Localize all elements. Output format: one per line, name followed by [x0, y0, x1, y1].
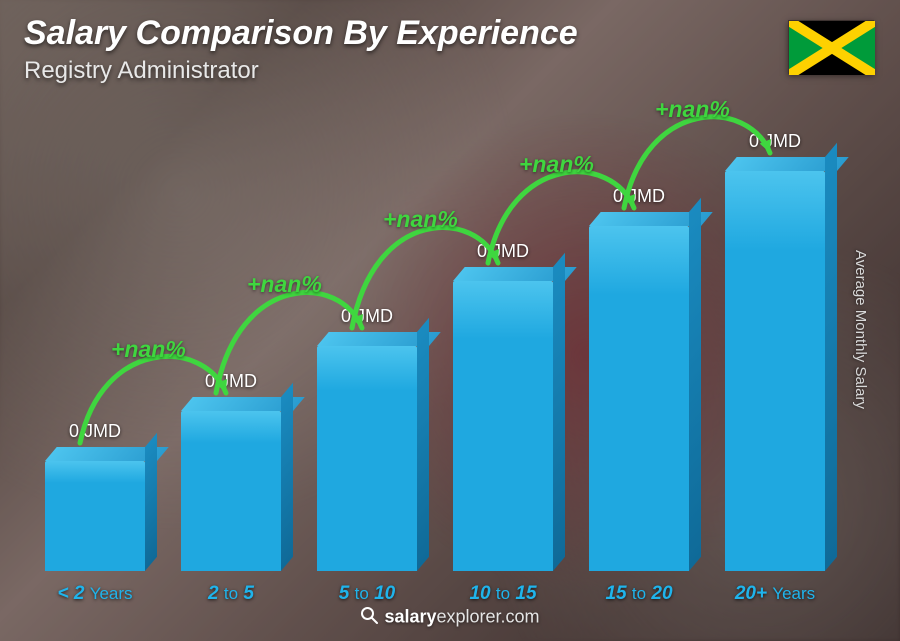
- stage: Salary Comparison By Experience Registry…: [0, 0, 900, 641]
- bar-value-label: 0 JMD: [477, 241, 529, 262]
- bar-column: 0 JMD20+ Years: [710, 171, 840, 571]
- bar-category-label: 5 to 10: [339, 583, 395, 605]
- bar: 0 JMD: [725, 171, 825, 571]
- bar: 0 JMD: [589, 226, 689, 571]
- footer-brand-bold: salary: [384, 606, 436, 626]
- chart-title: Salary Comparison By Experience: [24, 14, 578, 53]
- search-icon: [360, 606, 378, 629]
- bar-column: 0 JMD5 to 10: [302, 346, 432, 571]
- bar-category-label: 2 to 5: [208, 583, 254, 605]
- bar-category-label: 20+ Years: [735, 583, 815, 605]
- footer: salaryexplorer.com: [0, 606, 900, 629]
- chart-subtitle: Registry Administrator: [24, 57, 578, 85]
- bar-column: 0 JMD2 to 5: [166, 411, 296, 571]
- bar: 0 JMD: [317, 346, 417, 571]
- bar-category-label: 15 to 20: [605, 583, 672, 605]
- bar: 0 JMD: [181, 411, 281, 571]
- jamaica-flag-icon: [788, 20, 874, 74]
- bar: 0 JMD: [453, 281, 553, 571]
- bar-value-label: 0 JMD: [69, 421, 121, 442]
- bar-column: 0 JMD15 to 20: [574, 226, 704, 571]
- y-axis-label: Average Monthly Salary: [852, 250, 869, 409]
- bar-category-label: < 2 Years: [57, 583, 132, 605]
- bar-column: 0 JMD10 to 15: [438, 281, 568, 571]
- content: Salary Comparison By Experience Registry…: [0, 0, 900, 641]
- bar-value-label: 0 JMD: [205, 371, 257, 392]
- bar-category-label: 10 to 15: [469, 583, 536, 605]
- bar-column: 0 JMD< 2 Years: [30, 461, 160, 571]
- bar-value-label: 0 JMD: [749, 131, 801, 152]
- bar-value-label: 0 JMD: [341, 306, 393, 327]
- title-block: Salary Comparison By Experience Registry…: [24, 14, 578, 85]
- bar: 0 JMD: [45, 461, 145, 571]
- bar-chart: 0 JMD< 2 Years0 JMD2 to 50 JMD5 to 100 J…: [30, 111, 840, 571]
- footer-brand-rest: explorer.com: [437, 606, 540, 626]
- bar-value-label: 0 JMD: [613, 186, 665, 207]
